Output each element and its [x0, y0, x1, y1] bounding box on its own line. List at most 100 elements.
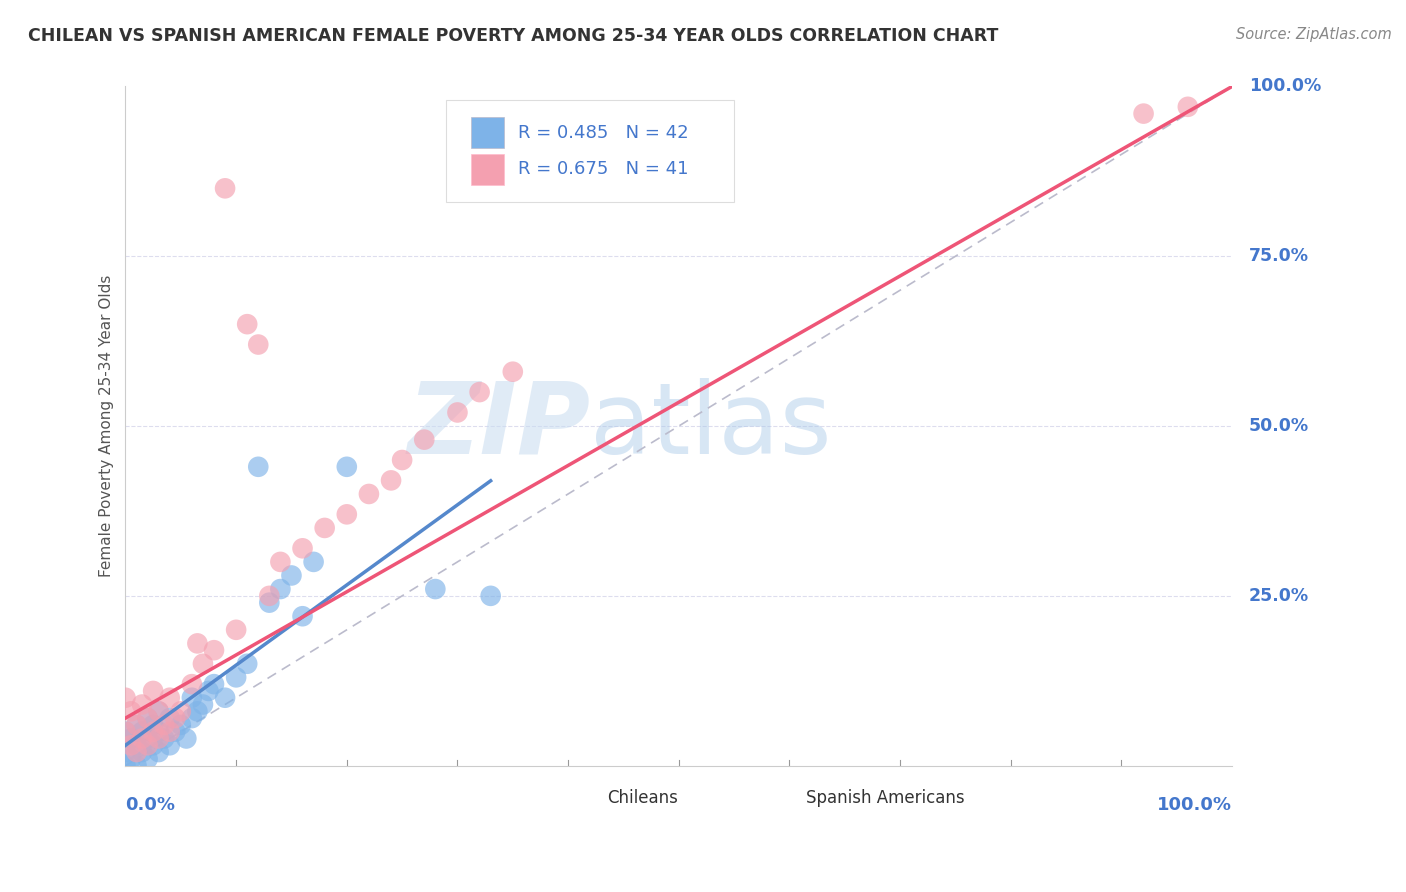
Point: [131, 724, 153, 739]
Point: [142, 718, 165, 732]
Point: [142, 724, 165, 739]
Point: [202, 677, 225, 691]
Point: [191, 698, 214, 712]
Point: [136, 731, 159, 746]
Point: [202, 643, 225, 657]
Text: atlas: atlas: [591, 377, 832, 475]
Point: [136, 711, 159, 725]
Point: [142, 739, 165, 753]
Point: [120, 731, 142, 746]
Point: [291, 609, 314, 624]
Point: [425, 582, 447, 596]
Point: [391, 453, 413, 467]
Point: [148, 724, 170, 739]
Point: [186, 704, 208, 718]
Point: [413, 433, 436, 447]
Point: [502, 365, 524, 379]
Text: 100.0%: 100.0%: [1157, 797, 1232, 814]
Text: ZIP: ZIP: [408, 377, 591, 475]
Point: [336, 459, 359, 474]
Point: [148, 704, 170, 718]
Point: [159, 724, 181, 739]
Text: 25.0%: 25.0%: [1249, 587, 1309, 605]
Point: [269, 582, 291, 596]
Point: [191, 657, 214, 671]
Point: [120, 752, 142, 766]
Point: [225, 623, 247, 637]
Text: 75.0%: 75.0%: [1249, 247, 1309, 265]
Point: [380, 474, 402, 488]
Point: [269, 555, 291, 569]
Point: [159, 690, 181, 705]
Point: [131, 731, 153, 746]
Text: 100.0%: 100.0%: [1249, 78, 1322, 95]
Point: [125, 718, 148, 732]
Point: [114, 690, 136, 705]
Point: [165, 724, 187, 739]
Point: [291, 541, 314, 556]
Point: [176, 731, 198, 746]
Point: [114, 724, 136, 739]
Point: [114, 745, 136, 759]
Point: [259, 589, 281, 603]
Point: [153, 731, 176, 746]
Point: [479, 589, 502, 603]
Point: [136, 752, 159, 766]
Point: [247, 337, 270, 351]
Text: Spanish Americans: Spanish Americans: [806, 789, 965, 806]
Point: [236, 317, 259, 331]
FancyBboxPatch shape: [471, 154, 503, 185]
Point: [225, 670, 247, 684]
Point: [214, 690, 236, 705]
Point: [120, 739, 142, 753]
Point: [125, 745, 148, 759]
Point: [180, 690, 202, 705]
Point: [214, 181, 236, 195]
FancyBboxPatch shape: [557, 786, 596, 810]
FancyBboxPatch shape: [446, 100, 734, 202]
Point: [446, 405, 468, 419]
Point: [136, 739, 159, 753]
Point: [125, 758, 148, 772]
Point: [148, 704, 170, 718]
Point: [170, 718, 193, 732]
Point: [302, 555, 325, 569]
Point: [131, 698, 153, 712]
Point: [142, 684, 165, 698]
Point: [148, 745, 170, 759]
Point: [468, 385, 491, 400]
Point: [125, 718, 148, 732]
Point: [125, 739, 148, 753]
Text: Source: ZipAtlas.com: Source: ZipAtlas.com: [1236, 27, 1392, 42]
Text: 0.0%: 0.0%: [125, 797, 176, 814]
Point: [336, 508, 359, 522]
Point: [1132, 106, 1154, 120]
Point: [165, 711, 187, 725]
Point: [120, 704, 142, 718]
Point: [247, 459, 270, 474]
Point: [197, 684, 219, 698]
Point: [259, 596, 281, 610]
Point: [357, 487, 380, 501]
Point: [159, 739, 181, 753]
Point: [280, 568, 302, 582]
Point: [186, 636, 208, 650]
Text: R = 0.675   N = 41: R = 0.675 N = 41: [519, 161, 689, 178]
Point: [153, 718, 176, 732]
Point: [180, 711, 202, 725]
Y-axis label: Female Poverty Among 25-34 Year Olds: Female Poverty Among 25-34 Year Olds: [100, 275, 114, 577]
Text: 50.0%: 50.0%: [1249, 417, 1309, 435]
Text: CHILEAN VS SPANISH AMERICAN FEMALE POVERTY AMONG 25-34 YEAR OLDS CORRELATION CHA: CHILEAN VS SPANISH AMERICAN FEMALE POVER…: [28, 27, 998, 45]
Point: [148, 731, 170, 746]
Point: [131, 745, 153, 759]
Point: [114, 724, 136, 739]
Point: [314, 521, 336, 535]
FancyBboxPatch shape: [756, 786, 794, 810]
Text: R = 0.485   N = 42: R = 0.485 N = 42: [519, 124, 689, 142]
Point: [159, 711, 181, 725]
FancyBboxPatch shape: [471, 118, 503, 148]
Text: Chileans: Chileans: [607, 789, 678, 806]
Point: [136, 711, 159, 725]
Point: [180, 677, 202, 691]
Point: [236, 657, 259, 671]
